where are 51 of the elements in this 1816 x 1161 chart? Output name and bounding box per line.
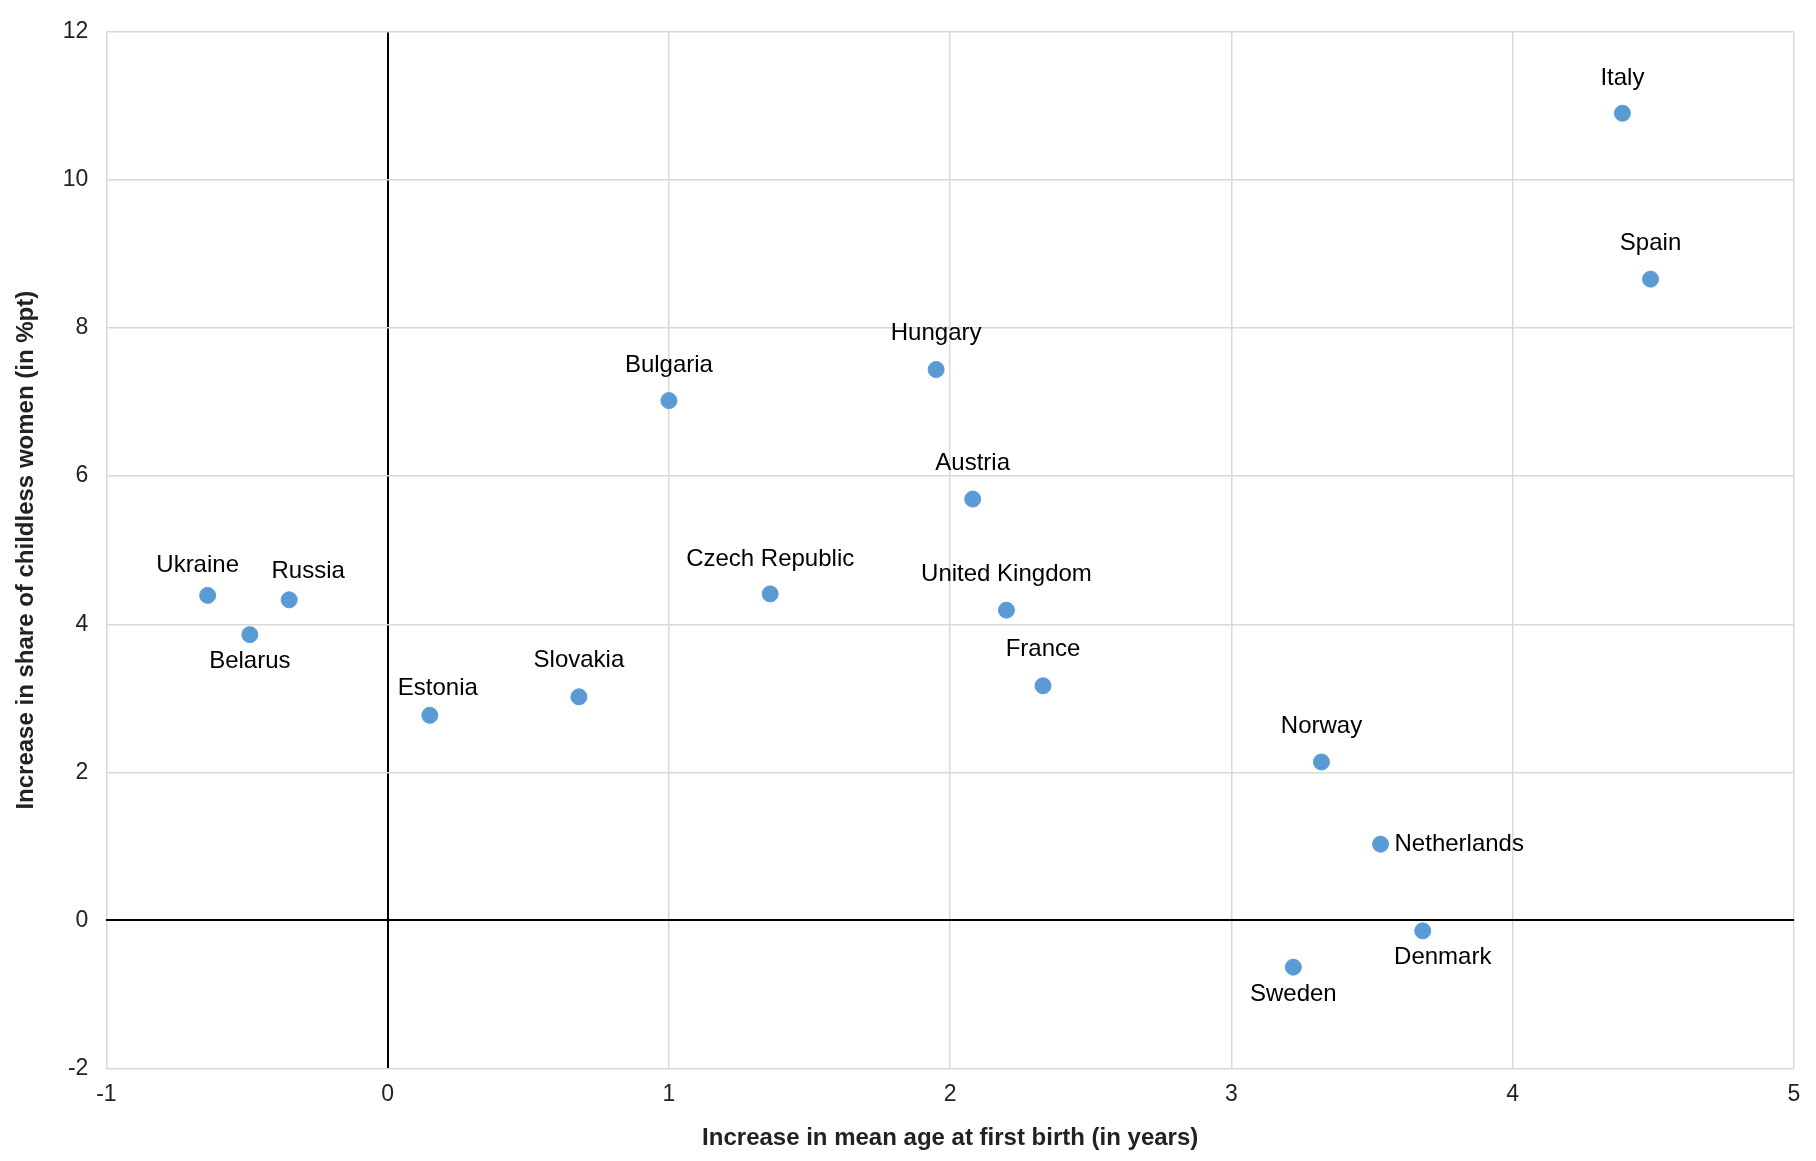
y-tick-label: 2 bbox=[75, 757, 89, 784]
x-tick-label: 1 bbox=[662, 1079, 676, 1106]
data-label: Hungary bbox=[890, 318, 982, 346]
point bbox=[199, 586, 217, 604]
data-label: Spain bbox=[1619, 227, 1682, 255]
point bbox=[1312, 753, 1330, 771]
point bbox=[660, 392, 678, 410]
point bbox=[570, 688, 588, 706]
y-tick-label: 10 bbox=[62, 165, 89, 192]
y-axis-title: Increase in share of childless women (in %pt) bbox=[11, 290, 39, 810]
x-tick-label: 2 bbox=[943, 1079, 957, 1106]
y-tick-label: 4 bbox=[75, 609, 89, 636]
y-tick-label: 8 bbox=[75, 313, 89, 340]
x-tick-label: 0 bbox=[381, 1079, 395, 1106]
point bbox=[1642, 270, 1660, 288]
data-label: Austria bbox=[935, 447, 1011, 475]
point bbox=[761, 585, 779, 603]
data-label: Bulgaria bbox=[624, 350, 714, 378]
data-label: United Kingdom bbox=[921, 558, 1092, 586]
data-label: Italy bbox=[1600, 62, 1645, 90]
point bbox=[997, 601, 1015, 619]
data-label: Ukraine bbox=[156, 550, 239, 577]
x-axis-title: Increase in mean age at first birth (in years) bbox=[702, 1123, 1199, 1151]
data-label: Russia bbox=[271, 556, 346, 584]
point bbox=[1034, 677, 1052, 695]
point bbox=[421, 706, 439, 724]
point bbox=[1284, 958, 1302, 976]
point bbox=[1414, 922, 1432, 940]
data-label: Netherlands bbox=[1394, 828, 1524, 856]
data-label: Denmark bbox=[1394, 942, 1493, 970]
y-tick-label: 6 bbox=[75, 461, 89, 488]
data-label: Estonia bbox=[397, 672, 479, 700]
point bbox=[280, 591, 298, 609]
x-tick-label: -1 bbox=[96, 1079, 117, 1106]
data-label: Sweden bbox=[1249, 978, 1337, 1006]
point bbox=[241, 626, 259, 644]
y-tick-label: 12 bbox=[62, 17, 89, 44]
data-label: Belarus bbox=[209, 646, 291, 674]
point bbox=[927, 361, 945, 378]
point bbox=[1613, 104, 1631, 122]
point bbox=[1372, 835, 1390, 853]
x-tick-label: 5 bbox=[1787, 1079, 1801, 1106]
y-tick-label: 0 bbox=[75, 905, 89, 932]
x-tick-label: 4 bbox=[1506, 1079, 1520, 1106]
data-label: France bbox=[1005, 634, 1081, 662]
data-label: Czech Republic bbox=[686, 543, 855, 571]
point bbox=[964, 490, 982, 508]
data-label: Norway bbox=[1280, 710, 1363, 738]
x-tick-label: 3 bbox=[1225, 1079, 1238, 1106]
data-label: Slovakia bbox=[533, 645, 625, 673]
y-tick-label: -2 bbox=[67, 1053, 89, 1080]
